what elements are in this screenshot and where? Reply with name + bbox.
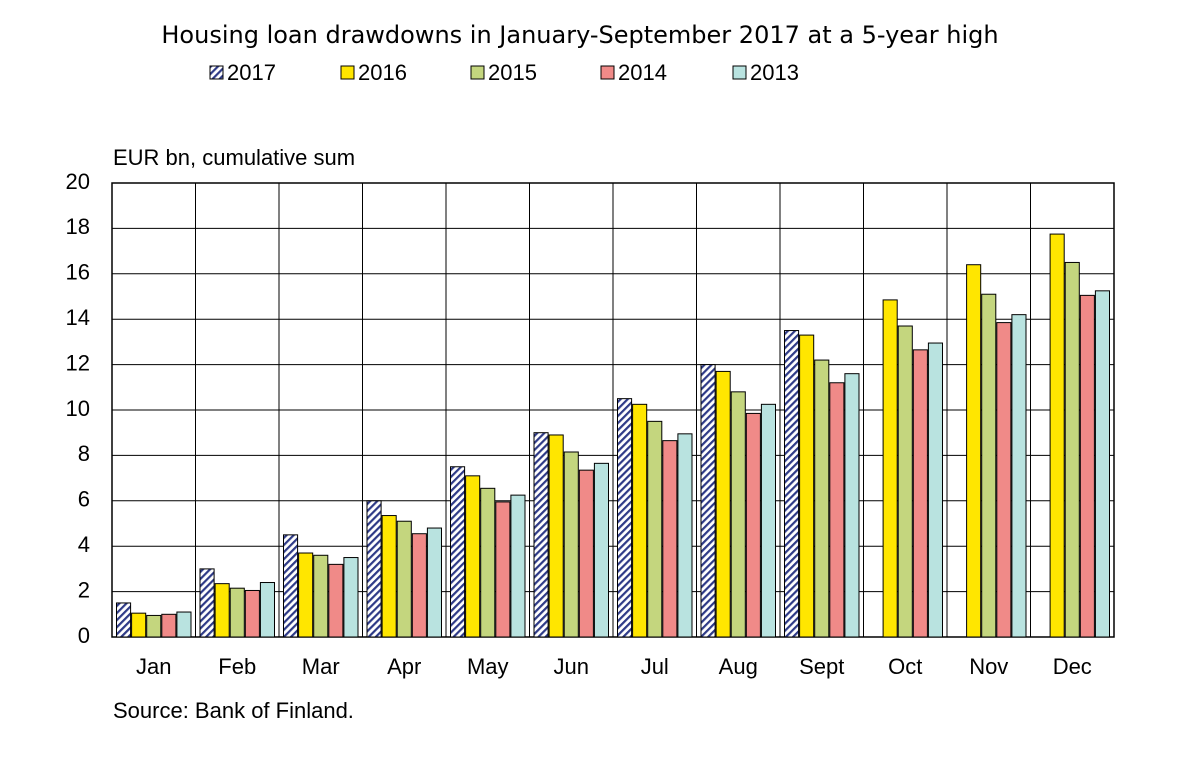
x-tick-label: Oct [888,654,922,679]
bar [593,462,610,638]
bar [1011,314,1027,638]
legend-swatch [600,65,615,80]
bar [548,434,564,638]
bar [411,533,427,638]
bar [981,293,997,638]
bar [313,554,329,638]
bar [116,602,132,638]
bar [578,469,594,638]
y-tick-label: 18 [66,214,90,239]
y-tick-label: 14 [66,305,90,330]
bar [715,370,731,638]
bar [829,382,845,638]
bar [882,299,898,638]
legend-label: 2014 [618,60,667,85]
bar [450,466,466,638]
x-tick-label: Dec [1053,654,1092,679]
bar [199,568,215,638]
bar [495,501,511,638]
bar [229,587,245,638]
legend-label: 2017 [227,60,276,85]
legend-label: 2013 [750,60,799,85]
x-tick-label: May [467,654,509,679]
legend-label: 2016 [358,60,407,85]
x-tick-label: Jun [554,654,589,679]
bar [1049,233,1065,638]
y-tick-label: 6 [78,487,90,512]
bar [131,612,147,638]
bar [647,420,663,638]
bar [283,534,299,638]
legend-swatch [732,65,747,80]
bar [799,334,815,638]
bar [396,520,412,638]
bar [760,403,777,638]
x-tick-label: Sept [799,654,844,679]
bar [563,451,579,638]
bar [996,322,1012,638]
bar [176,611,192,638]
bar [161,613,177,638]
source: Source: Bank of Finland. [113,698,354,723]
bar [328,563,344,638]
bar [662,440,678,638]
bar [677,433,693,638]
y-tick-label: 16 [66,260,90,285]
chart-title: Housing loan drawdowns in January-Septem… [161,21,998,49]
bar [381,515,397,638]
bar [966,264,982,638]
bar [298,552,314,638]
bar [730,391,746,638]
x-tick-label: Feb [218,654,256,679]
bar [784,330,800,638]
x-tick-label: Nov [969,654,1008,679]
x-tick-label: Apr [387,654,421,679]
y-tick-label: 2 [78,577,90,602]
legend-label: 2015 [488,60,537,85]
bar [146,614,162,638]
bar [814,359,830,638]
bar [1064,261,1080,638]
bar [927,342,944,638]
bar [533,432,549,638]
bar [426,527,442,638]
bar [244,589,260,638]
x-tick-label: Aug [719,654,758,679]
y-tick-label: 8 [78,441,90,466]
bar [1094,290,1111,638]
y-axis-label: EUR bn, cumulative sum [113,145,355,170]
bar [465,475,481,638]
x-tick-label: Jan [136,654,171,679]
legend-swatch [209,65,224,80]
bar [897,325,913,638]
x-tick-label: Mar [302,654,340,679]
bar [214,583,230,638]
bar [366,500,382,638]
bar [343,557,359,638]
y-tick-label: 20 [66,169,90,194]
bar [510,494,526,638]
bar [617,398,633,638]
bar [844,373,860,638]
legend-swatch [340,65,355,80]
y-tick-label: 12 [66,350,90,375]
y-tick-label: 0 [78,623,90,648]
y-tick-label: 4 [78,532,90,557]
y-tick-label: 10 [66,396,90,421]
x-tick-label: Jul [641,654,669,679]
bar [480,487,496,638]
bar [1079,294,1095,638]
bar [912,349,928,638]
legend-swatch [470,65,485,80]
bar [632,403,648,638]
bar [259,582,275,638]
plot-frame [111,182,1115,638]
bar [745,412,761,638]
bar [700,364,716,638]
